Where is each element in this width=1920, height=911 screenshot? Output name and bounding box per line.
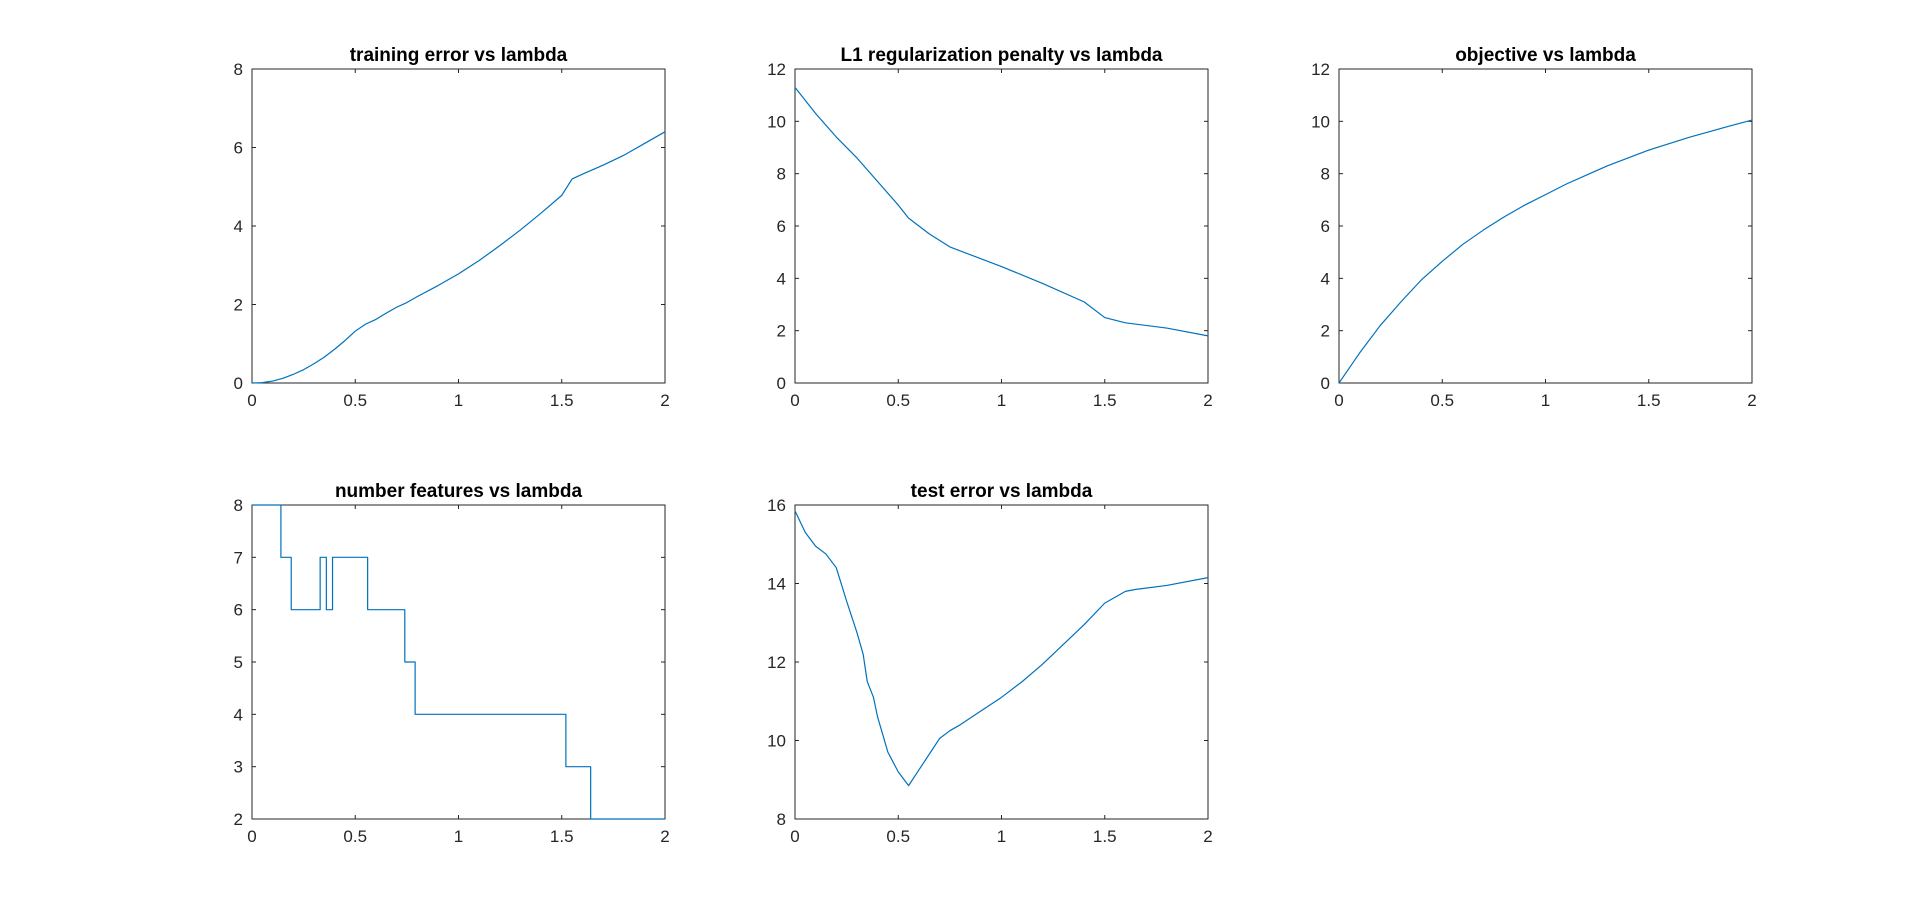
x-tick-label: 1.5: [1093, 827, 1117, 846]
x-tick-label: 1: [1541, 391, 1550, 410]
chart-title: test error vs lambda: [911, 481, 1093, 502]
axes-box: [794, 504, 1209, 820]
x-tick-label: 2: [1203, 391, 1212, 410]
x-tick-label: 2: [660, 827, 669, 846]
y-tick-label: 10: [1311, 112, 1330, 131]
y-tick-label: 2: [234, 296, 243, 315]
y-tick-label: 2: [777, 322, 786, 341]
x-tick-label: 2: [1203, 827, 1212, 846]
axes-box: [251, 504, 666, 820]
axes-box: [251, 68, 666, 384]
subplot-training-error: training error vs lambda 0 0.5 1 1.5 2 0 2 4 6 8: [234, 45, 670, 410]
x-tick-label: 0: [790, 827, 799, 846]
x-tick-label: 1.5: [1093, 391, 1117, 410]
x-tick-label: 0.5: [343, 827, 367, 846]
x-tick-label: 0: [247, 827, 256, 846]
y-tick-label: 5: [234, 653, 243, 672]
axes-box: [794, 68, 1209, 384]
y-tick-label: 8: [777, 810, 786, 829]
y-tick-label: 7: [234, 548, 243, 567]
x-tick-label: 1.5: [550, 391, 574, 410]
chart-title: number features vs lambda: [335, 481, 583, 502]
y-tick-label: 2: [234, 810, 243, 829]
x-tick-label: 0.5: [886, 827, 910, 846]
series-line: [251, 131, 666, 384]
subplot-objective: objective vs lambda 0 0.5 1 1.5 2 0 2 4 6 8 10 12: [1311, 45, 1757, 410]
x-tick-label: 1.5: [1637, 391, 1661, 410]
y-tick-label: 6: [1321, 217, 1330, 236]
y-tick-label: 2: [1321, 322, 1330, 341]
y-tick-label: 3: [234, 758, 243, 777]
y-tick-label: 10: [767, 732, 786, 751]
y-tick-label: 4: [777, 269, 786, 288]
y-tick-label: 12: [767, 653, 786, 672]
y-tick-label: 0: [234, 374, 243, 393]
x-tick-label: 0: [1334, 391, 1343, 410]
x-tick-label: 0: [790, 391, 799, 410]
x-tick-label: 0.5: [1430, 391, 1454, 410]
y-tick-label: 16: [767, 496, 786, 515]
x-tick-label: 1: [997, 827, 1006, 846]
y-tick-label: 14: [767, 575, 786, 594]
subplot-l1-penalty: L1 regularization penalty vs lambda 0 0.5…: [767, 45, 1213, 410]
series-line: [252, 504, 665, 820]
y-tick-label: 8: [777, 165, 786, 184]
y-tick-label: 12: [767, 60, 786, 79]
y-tick-label: 4: [234, 705, 243, 724]
x-tick-label: 1: [454, 391, 463, 410]
x-tick-label: 1: [997, 391, 1006, 410]
y-tick-label: 4: [1321, 269, 1330, 288]
chart-title: objective vs lambda: [1455, 45, 1636, 66]
y-tick-label: 0: [1321, 374, 1330, 393]
y-tick-label: 8: [1321, 165, 1330, 184]
x-tick-label: 2: [1747, 391, 1756, 410]
x-tick-label: 2: [660, 391, 669, 410]
x-tick-label: 1.5: [550, 827, 574, 846]
y-tick-label: 4: [234, 217, 243, 236]
subplot-test-error: test error vs lambda 0 0.5 1 1.5 2 8 10 12 14 16: [767, 481, 1213, 846]
y-tick-label: 10: [767, 112, 786, 131]
chart-title: L1 regularization penalty vs lambda: [840, 45, 1162, 66]
x-tick-label: 0.5: [886, 391, 910, 410]
y-tick-label: 0: [777, 374, 786, 393]
x-tick-label: 1: [454, 827, 463, 846]
y-tick-label: 6: [234, 139, 243, 158]
series-line: [794, 510, 1209, 787]
x-tick-label: 0: [247, 391, 256, 410]
series-line: [794, 86, 1209, 337]
axes-box: [1338, 68, 1753, 384]
y-tick-label: 8: [234, 60, 243, 79]
y-tick-label: 8: [234, 496, 243, 515]
subplot-number-features: number features vs lambda 0 0.5 1 1.5 2 2 3 4 5 6…: [234, 481, 670, 846]
y-tick-label: 6: [234, 601, 243, 620]
series-line: [1338, 119, 1753, 384]
chart-title: training error vs lambda: [350, 45, 568, 66]
y-tick-label: 12: [1311, 60, 1330, 79]
y-tick-label: 6: [777, 217, 786, 236]
x-tick-label: 0.5: [343, 391, 367, 410]
